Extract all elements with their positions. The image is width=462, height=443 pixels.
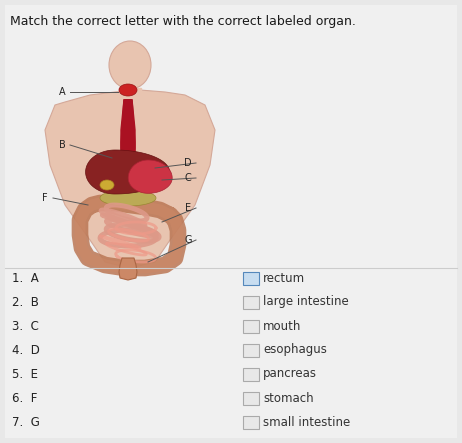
- Text: G: G: [184, 235, 192, 245]
- Bar: [243, 343, 259, 357]
- Polygon shape: [119, 88, 141, 105]
- Text: small intestine: small intestine: [263, 416, 350, 428]
- Polygon shape: [85, 150, 170, 194]
- Text: large intestine: large intestine: [263, 295, 349, 308]
- Text: 4.  D: 4. D: [12, 343, 40, 357]
- Text: Match the correct letter with the correct labeled organ.: Match the correct letter with the correc…: [10, 15, 356, 28]
- Text: 1.  A: 1. A: [12, 272, 39, 284]
- Text: mouth: mouth: [263, 319, 301, 333]
- Polygon shape: [100, 190, 156, 206]
- Text: B: B: [59, 140, 66, 150]
- Bar: [243, 295, 259, 308]
- Text: A: A: [59, 87, 65, 97]
- Polygon shape: [45, 90, 215, 268]
- Text: 7.  G: 7. G: [12, 416, 40, 428]
- Text: rectum: rectum: [263, 272, 305, 284]
- Bar: [243, 319, 259, 333]
- Text: 2.  B: 2. B: [12, 295, 39, 308]
- Text: F: F: [42, 193, 48, 203]
- Text: 3.  C: 3. C: [12, 319, 39, 333]
- Ellipse shape: [100, 180, 114, 190]
- Text: C: C: [185, 173, 191, 183]
- Text: 5.  E: 5. E: [12, 368, 38, 381]
- Bar: [243, 368, 259, 381]
- Ellipse shape: [119, 84, 137, 96]
- Text: 6.  F: 6. F: [12, 392, 37, 404]
- Text: esophagus: esophagus: [263, 343, 327, 357]
- Polygon shape: [121, 100, 135, 160]
- Bar: [243, 392, 259, 404]
- Text: D: D: [184, 158, 192, 168]
- Polygon shape: [119, 258, 137, 280]
- Ellipse shape: [109, 41, 151, 89]
- Text: stomach: stomach: [263, 392, 314, 404]
- Text: E: E: [185, 203, 191, 213]
- Bar: [243, 272, 259, 284]
- Polygon shape: [128, 160, 172, 193]
- Text: pancreas: pancreas: [263, 368, 317, 381]
- Bar: [243, 416, 259, 428]
- Polygon shape: [121, 100, 135, 162]
